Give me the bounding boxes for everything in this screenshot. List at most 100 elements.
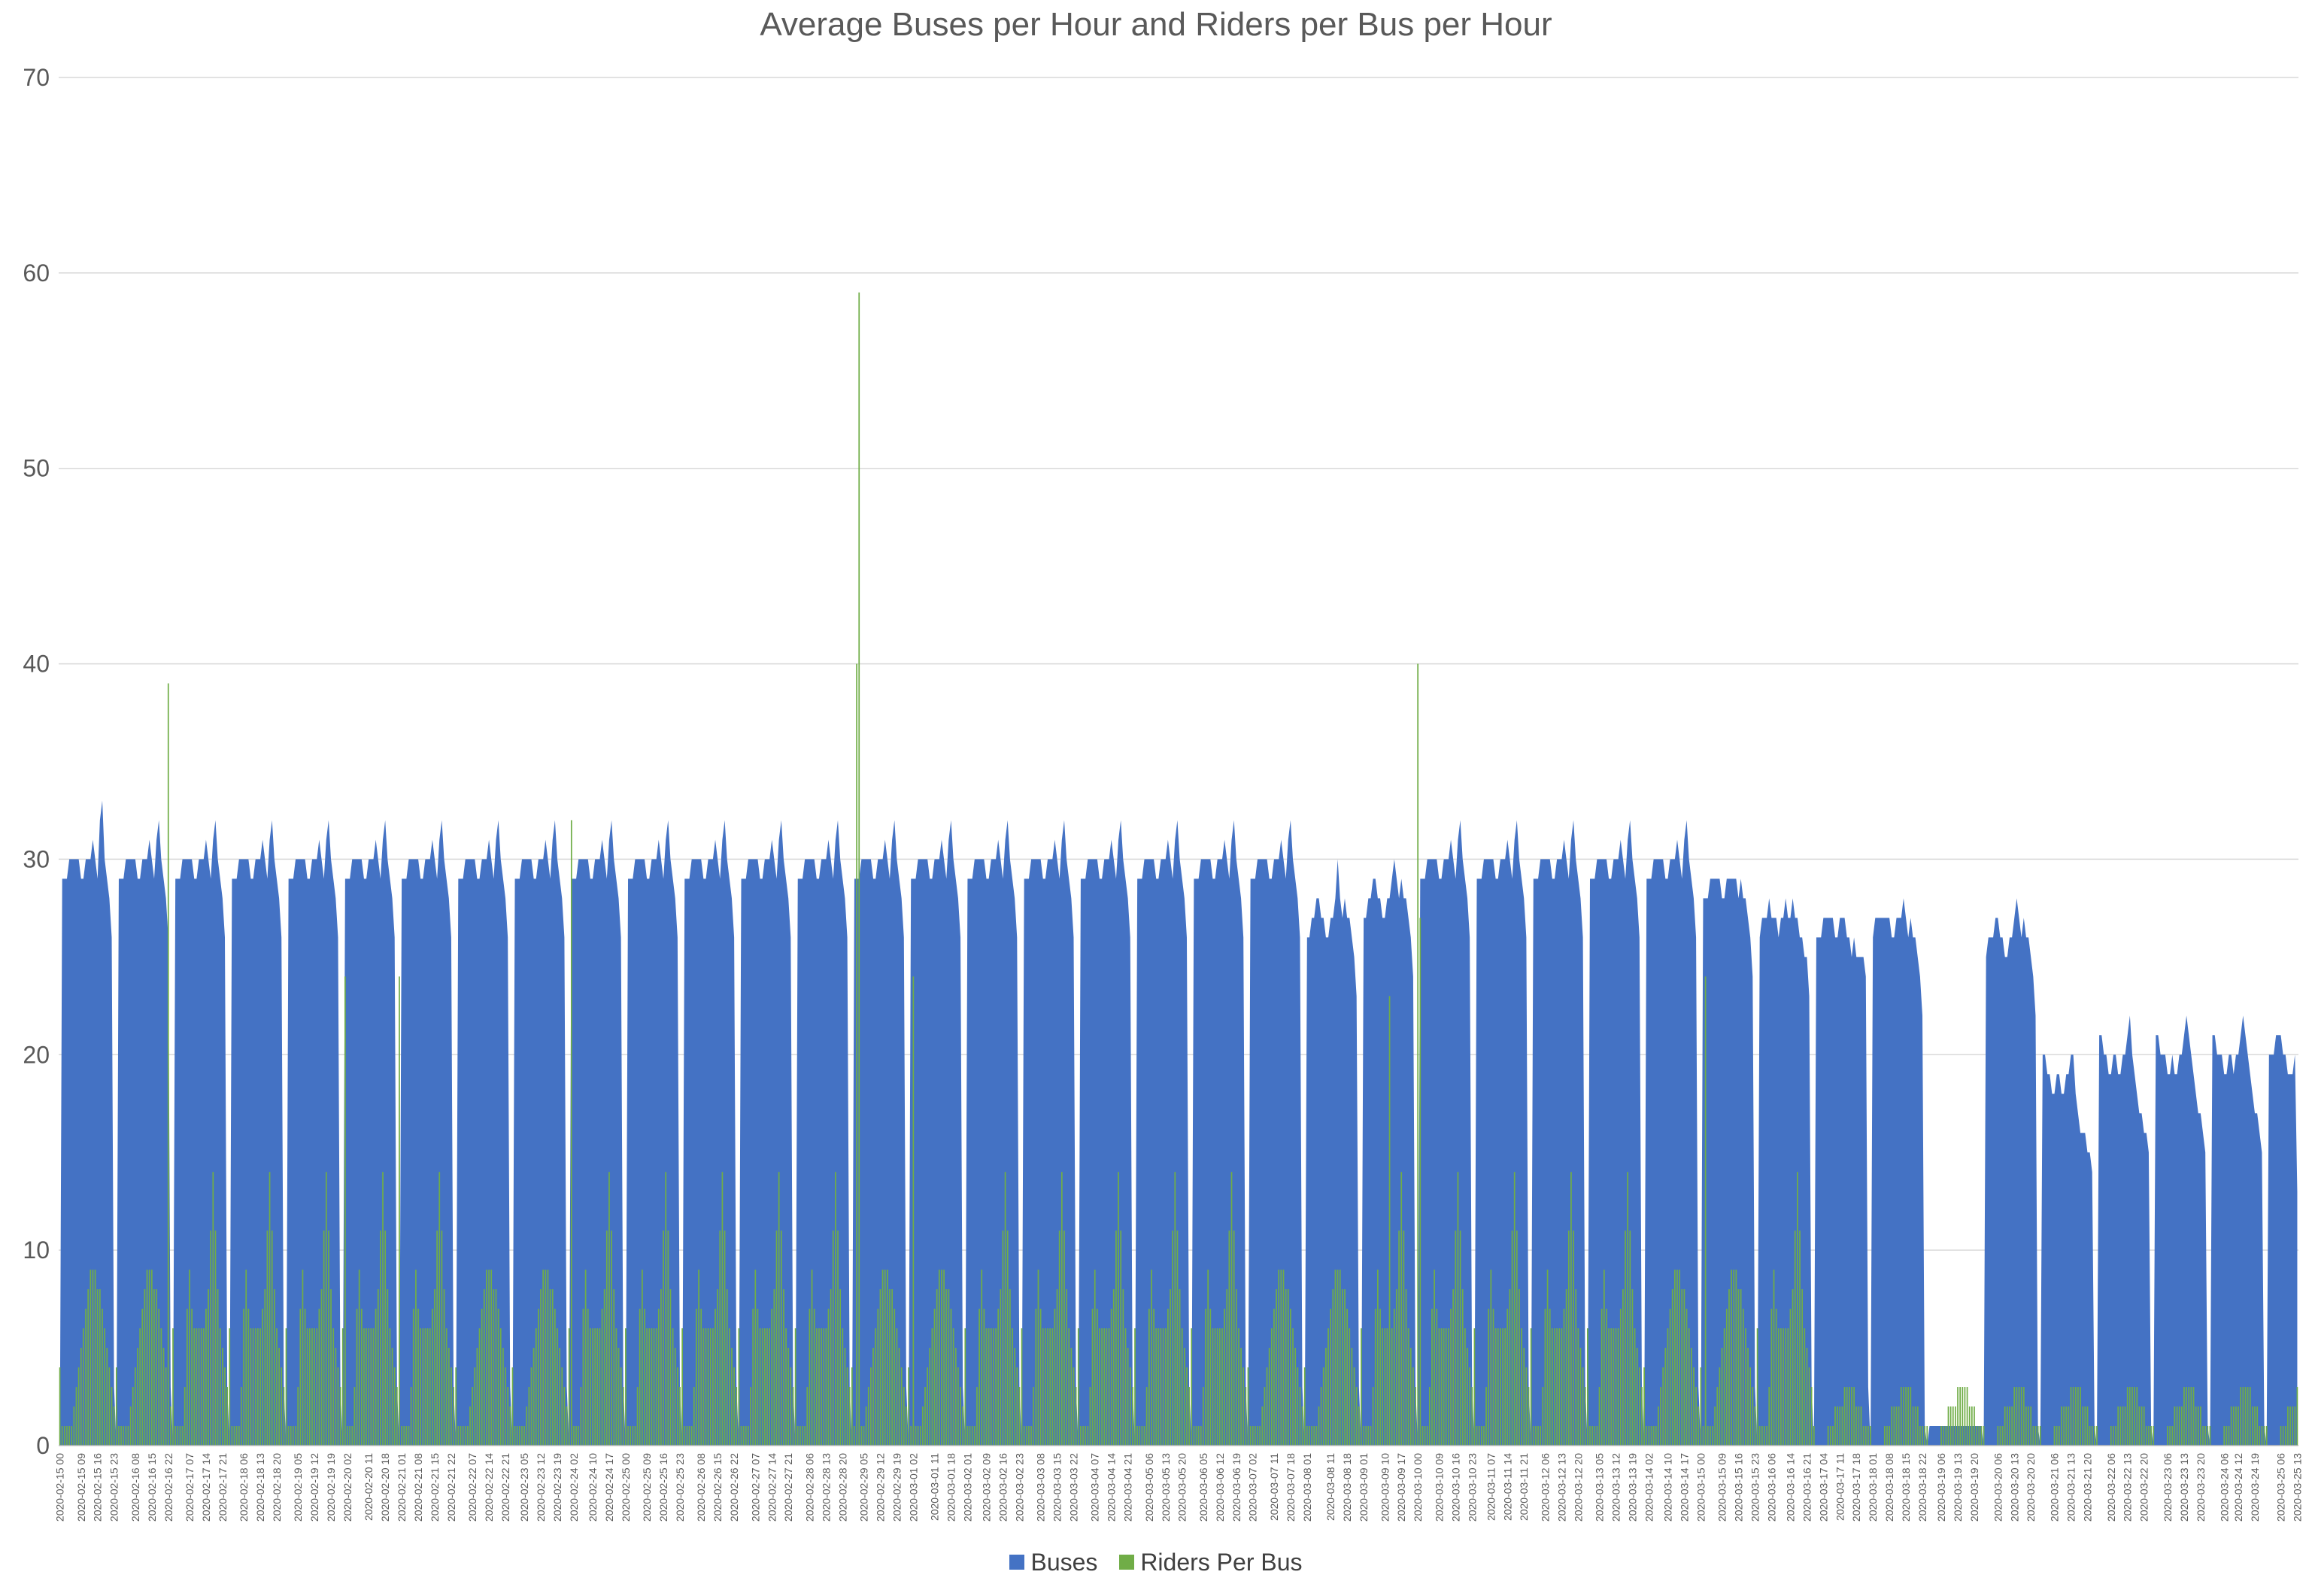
riders-bar xyxy=(1330,1309,1332,1446)
riders-bar xyxy=(2063,1406,2065,1446)
riders-bar xyxy=(1658,1406,1659,1446)
riders-bar xyxy=(1617,1328,1619,1446)
riders-bar xyxy=(936,1289,938,1446)
riders-bar xyxy=(528,1387,530,1446)
riders-bar xyxy=(283,1387,285,1446)
riders-bar xyxy=(1012,1328,1013,1446)
riders-bar xyxy=(148,1270,150,1446)
riders-bar xyxy=(108,1367,111,1446)
riders-bar xyxy=(657,1309,660,1446)
riders-bar xyxy=(1355,1387,1358,1446)
riders-bar xyxy=(1473,1328,1476,1446)
riders-bar xyxy=(2124,1406,2126,1446)
riders-bar xyxy=(214,1230,217,1446)
riders-bar xyxy=(1419,918,1421,1446)
riders-bar xyxy=(1584,1387,1586,1446)
riders-bar xyxy=(2061,1406,2062,1446)
riders-bar xyxy=(415,1270,417,1446)
riders-bar xyxy=(1004,1172,1006,1446)
riders-bar xyxy=(1205,1309,1206,1446)
riders-bar xyxy=(2032,1426,2034,1446)
riders-bar xyxy=(285,1328,287,1446)
riders-bar xyxy=(1848,1387,1850,1446)
riders-bar xyxy=(1443,1328,1445,1446)
riders-bar xyxy=(1542,1387,1544,1446)
riders-bar xyxy=(2082,1406,2084,1446)
riders-bar xyxy=(493,1289,495,1446)
riders-bar xyxy=(1629,1230,1631,1446)
riders-bar xyxy=(1070,1348,1073,1446)
riders-bar xyxy=(1228,1230,1230,1446)
riders-bar xyxy=(511,1367,514,1446)
x-tick-label: 2020-03-02 01 xyxy=(961,1453,973,1522)
riders-bar xyxy=(353,1387,356,1446)
x-tick-label: 2020-03-04 21 xyxy=(1122,1453,1134,1522)
riders-bar xyxy=(1577,1328,1579,1446)
riders-bar xyxy=(1749,1367,1752,1446)
riders-bar xyxy=(132,1387,134,1446)
riders-bar xyxy=(2113,1426,2114,1446)
riders-bar xyxy=(1132,1387,1133,1446)
riders-bar xyxy=(1544,1309,1546,1446)
x-tick-label: 2020-03-11 07 xyxy=(1485,1453,1497,1521)
riders-bar xyxy=(393,1367,396,1446)
riders-bar xyxy=(257,1328,259,1446)
riders-bar xyxy=(1853,1387,1855,1446)
riders-bar xyxy=(1563,1309,1565,1446)
riders-bar xyxy=(401,1426,402,1446)
riders-bar xyxy=(898,1348,900,1446)
riders-bar xyxy=(1313,1426,1315,1446)
riders-bar xyxy=(802,1426,803,1446)
x-tick-label: 2020-02-21 01 xyxy=(396,1453,408,1522)
riders-bar xyxy=(382,1172,384,1446)
riders-bar xyxy=(630,1426,632,1446)
riders-bar xyxy=(2148,1426,2150,1446)
riders-bar xyxy=(1240,1348,1242,1446)
riders-bar xyxy=(111,1387,113,1446)
riders-bar xyxy=(266,1230,269,1446)
x-tick-label: 2020-03-12 20 xyxy=(1572,1453,1584,1522)
riders-bar xyxy=(129,1406,132,1446)
riders-bar xyxy=(347,1426,348,1446)
riders-bar xyxy=(2110,1426,2112,1446)
riders-bar xyxy=(933,1309,936,1446)
riders-bar xyxy=(1841,1406,1843,1446)
riders-bar xyxy=(403,1426,405,1446)
x-tick-label: 2020-02-17 14 xyxy=(200,1453,212,1522)
riders-bar xyxy=(1014,1348,1015,1446)
riders-bar xyxy=(1461,1289,1464,1446)
riders-bar xyxy=(1971,1406,1973,1446)
riders-bar xyxy=(1448,1328,1449,1446)
riders-bar xyxy=(499,1328,502,1446)
riders-bar xyxy=(590,1328,591,1446)
riders-bar xyxy=(1625,1230,1626,1446)
riders-bar xyxy=(1731,1270,1732,1446)
riders-bar xyxy=(1648,1426,1650,1446)
riders-bar xyxy=(1783,1328,1784,1446)
riders-bar xyxy=(1780,1328,1782,1446)
x-tick-label: 2020-03-20 06 xyxy=(1992,1453,2004,1522)
riders-bar xyxy=(2086,1406,2089,1446)
riders-bar xyxy=(1516,1230,1518,1446)
x-tick-label: 2020-03-21 13 xyxy=(2065,1453,2077,1522)
riders-bar xyxy=(299,1309,302,1446)
riders-bar xyxy=(792,1387,794,1446)
riders-bar xyxy=(2119,1406,2122,1446)
riders-bar xyxy=(1924,1426,1925,1446)
x-tick-label: 2020-02-28 20 xyxy=(836,1453,848,1522)
riders-bar xyxy=(1033,1387,1035,1446)
riders-bar xyxy=(1575,1289,1577,1446)
riders-bar xyxy=(547,1270,549,1446)
riders-bar xyxy=(863,1426,865,1446)
riders-bar xyxy=(881,1270,884,1446)
riders-bar xyxy=(316,1328,318,1446)
x-tick-label: 2020-02-24 17 xyxy=(603,1453,615,1522)
riders-bar xyxy=(1492,1309,1494,1446)
y-tick-label: 0 xyxy=(36,1432,50,1459)
y-tick-label: 10 xyxy=(23,1236,50,1264)
x-tick-label: 2020-03-12 13 xyxy=(1555,1453,1567,1522)
riders-bar xyxy=(2009,1406,2010,1446)
riders-bar xyxy=(766,1328,768,1446)
riders-bar xyxy=(391,1348,393,1446)
riders-bar xyxy=(2263,1426,2265,1446)
